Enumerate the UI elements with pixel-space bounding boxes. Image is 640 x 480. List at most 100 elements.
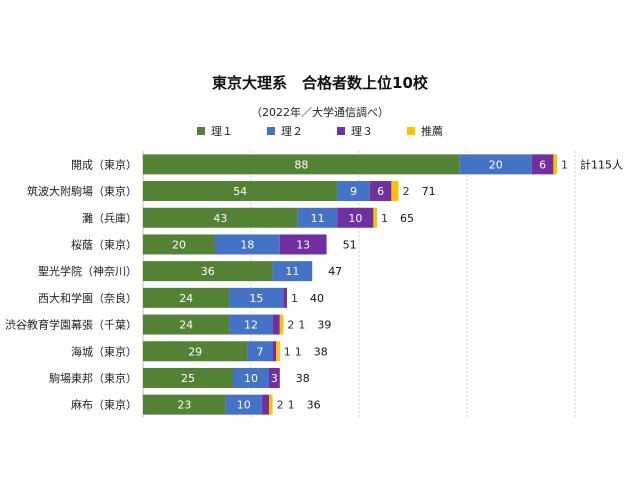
category-label: 海城（東京） <box>71 344 137 358</box>
total-label: 39 <box>317 319 331 332</box>
bar-segment <box>269 394 273 415</box>
legend-item: 理２ <box>267 123 303 139</box>
bar-segment <box>143 207 298 228</box>
category-label: 灘（兵庫） <box>82 211 137 225</box>
data-label: 24 <box>179 319 193 332</box>
legend-swatch <box>337 127 345 135</box>
bar-segment <box>283 287 287 308</box>
total-label: 65 <box>400 212 414 225</box>
bar-segment <box>143 394 226 415</box>
legend-swatch <box>407 127 415 135</box>
legend-item: 推薦 <box>407 123 443 139</box>
data-label: 1 <box>291 292 298 305</box>
chart-title: 東京大理系 合格者数上位10校 <box>212 74 428 92</box>
bar-segment <box>143 261 273 282</box>
data-label: 24 <box>179 292 193 305</box>
total-label: 47 <box>328 265 342 278</box>
legend-label: 理１ <box>211 125 233 138</box>
legend-label: 理２ <box>281 125 303 138</box>
bar-segment <box>143 287 230 308</box>
bar-segment <box>337 181 370 202</box>
data-label: 88 <box>294 158 308 171</box>
bar-segment <box>279 234 327 255</box>
bar-segment <box>215 234 280 255</box>
data-label: 11 <box>311 212 325 225</box>
data-label: 2 <box>403 185 410 198</box>
data-label: 10 <box>348 212 362 225</box>
category-label: 開成（東京） <box>71 157 137 171</box>
data-label: 20 <box>172 238 186 251</box>
legend-item: 理３ <box>337 123 373 139</box>
total-label: 40 <box>310 292 324 305</box>
data-label: 20 <box>489 158 503 171</box>
bar-segment <box>233 367 269 388</box>
bar-segment <box>297 207 338 228</box>
total-label: 51 <box>343 238 357 251</box>
bar-segment <box>279 314 284 335</box>
data-label: 12 <box>244 319 258 332</box>
bar-segment <box>225 394 262 415</box>
data-label: 10 <box>237 399 251 412</box>
bar-segment <box>272 341 277 362</box>
bar-segment <box>143 181 338 202</box>
legend-swatch <box>197 127 205 135</box>
data-label: 6 <box>377 185 384 198</box>
bar-segment <box>553 154 557 175</box>
bar-segment <box>143 314 230 335</box>
total-label: 71 <box>422 185 436 198</box>
bar-segment <box>459 154 532 175</box>
bar-segment <box>143 234 215 255</box>
bar-segment <box>143 367 233 388</box>
bar-segment <box>391 181 399 202</box>
legend-swatch <box>267 127 275 135</box>
bar-segment <box>229 287 284 308</box>
total-label: 38 <box>314 345 328 358</box>
legend: 理１ 理２ 理３ 推薦 <box>0 123 640 139</box>
data-label: 25 <box>181 372 195 385</box>
data-label: 1 <box>298 319 305 332</box>
bar-segment <box>143 341 248 362</box>
total-label: 38 <box>296 372 310 385</box>
data-label: 1 <box>561 158 568 171</box>
data-label: 54 <box>233 185 247 198</box>
data-label: 6 <box>539 158 546 171</box>
data-label: 3 <box>271 372 278 385</box>
legend-label: 推薦 <box>421 125 443 138</box>
bar-segment <box>269 367 280 388</box>
data-label: 11 <box>285 265 299 278</box>
category-label: 麻布（東京） <box>71 398 137 412</box>
data-label: 1 <box>381 212 388 225</box>
bar-segment <box>229 314 273 335</box>
data-label: 1 <box>284 345 291 358</box>
data-label: 7 <box>257 345 264 358</box>
bar-segment <box>247 341 273 362</box>
chart-subtitle: （2022年／大学通信調べ） <box>251 106 389 119</box>
data-label: 18 <box>240 238 254 251</box>
bar-segment <box>369 181 392 202</box>
category-label: 聖光学院（神奈川） <box>38 264 137 278</box>
data-label: 15 <box>249 292 263 305</box>
data-label: 10 <box>244 372 258 385</box>
category-label: 渋谷教育学園幕張（千葉） <box>5 318 137 332</box>
bar-segment <box>337 207 374 228</box>
data-label: 13 <box>296 238 310 251</box>
data-label: 36 <box>201 265 215 278</box>
data-label: 43 <box>213 212 227 225</box>
data-label: 2 <box>277 399 284 412</box>
legend-label: 理３ <box>351 125 373 138</box>
bar-segment <box>276 341 280 362</box>
data-label: 1 <box>288 399 295 412</box>
category-label: 西大和学園（奈良） <box>38 291 137 305</box>
bar-segment <box>261 394 269 415</box>
data-label: 29 <box>188 345 202 358</box>
category-label: 駒場東邦（東京） <box>49 371 137 385</box>
bar-segment <box>272 314 280 335</box>
category-label: 筑波大附駒場（東京） <box>27 184 137 198</box>
bar-segment <box>373 207 377 228</box>
bar-segment <box>531 154 554 175</box>
total-label: 計115人 <box>580 157 623 171</box>
data-label: 23 <box>177 399 191 412</box>
data-label: 2 <box>287 319 294 332</box>
data-label: 1 <box>295 345 302 358</box>
